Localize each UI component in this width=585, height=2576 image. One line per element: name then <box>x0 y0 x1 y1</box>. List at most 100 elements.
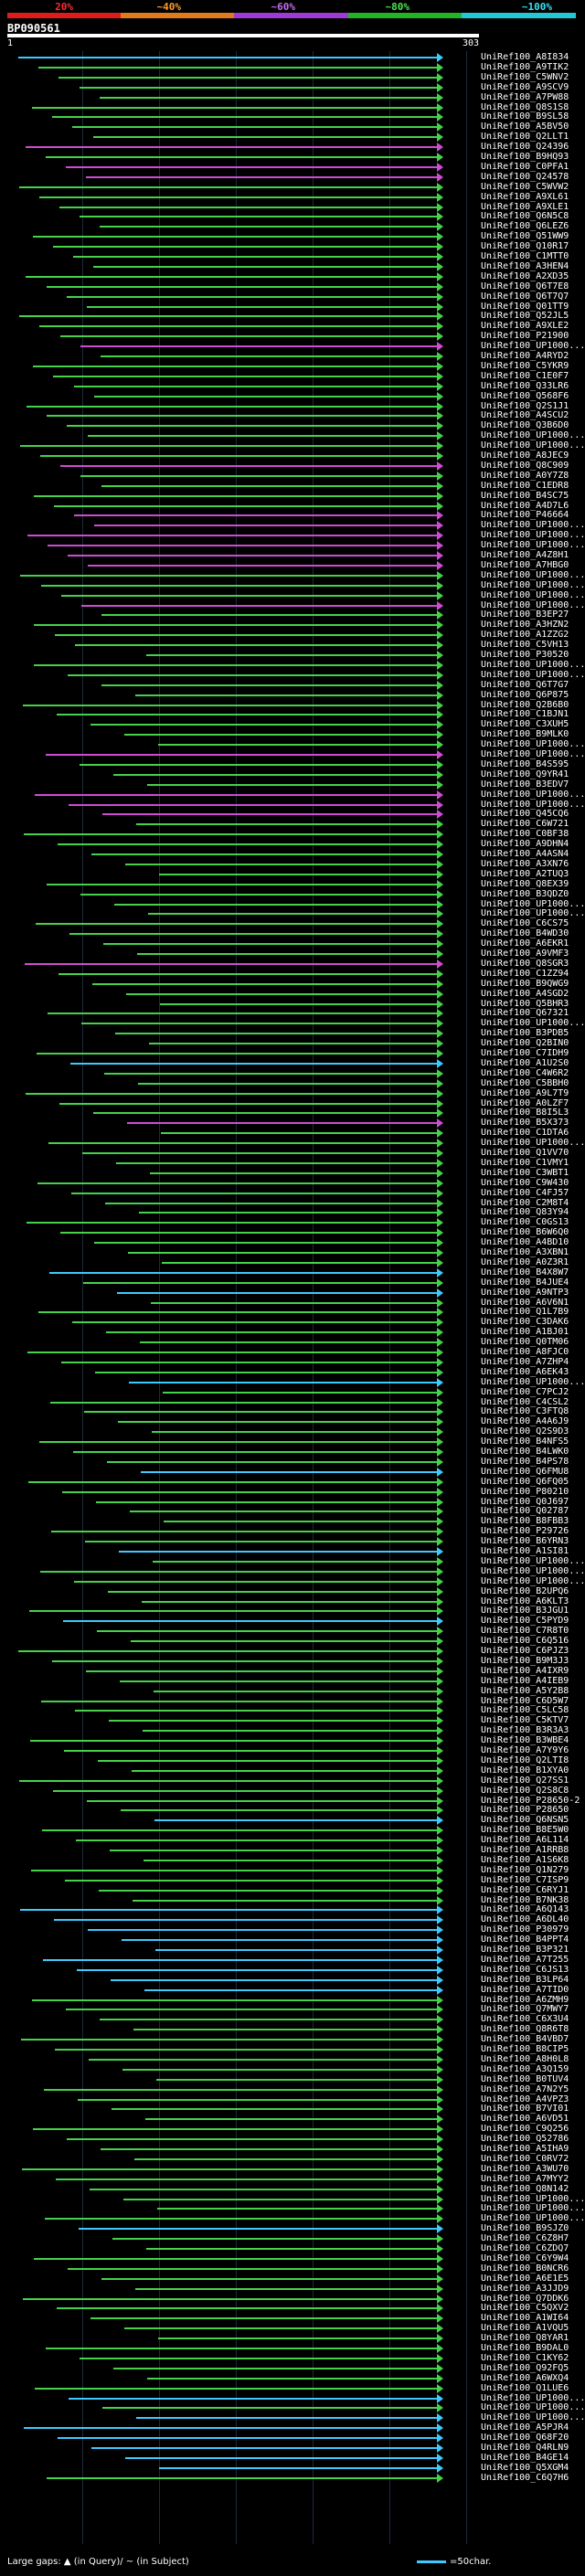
hit-label[interactable]: UniRef100_C6ZDQ7 <box>481 2243 569 2253</box>
hit-row[interactable]: UniRef100_Q6FQ05 <box>0 1476 585 1489</box>
hit-label[interactable]: UniRef100_C1DTA6 <box>481 1128 569 1139</box>
hit-label[interactable]: UniRef100_Q2LTI8 <box>481 1754 569 1765</box>
hit-label[interactable]: UniRef100_Q8EX39 <box>481 878 569 889</box>
hit-label[interactable]: UniRef100_UP1000... <box>481 1138 585 1149</box>
hit-row[interactable]: UniRef100_UP1000... <box>0 1555 585 1568</box>
hit-row[interactable]: UniRef100_B8FBB3 <box>0 1515 585 1528</box>
hit-row[interactable]: UniRef100_Q1VV70 <box>0 1147 585 1160</box>
hit-label[interactable]: UniRef100_UP1000... <box>481 2392 585 2403</box>
hit-row[interactable]: UniRef100_A0Z3R1 <box>0 1256 585 1269</box>
hit-row[interactable]: UniRef100_C6Z8H7 <box>0 2232 585 2245</box>
hit-row[interactable]: UniRef100_Q2S8C8 <box>0 1785 585 1797</box>
hit-row[interactable]: UniRef100_C6CS75 <box>0 917 585 930</box>
hit-row[interactable]: UniRef100_A6E1E5 <box>0 2273 585 2285</box>
hit-row[interactable]: UniRef100_Q92FQ5 <box>0 2362 585 2375</box>
hit-label[interactable]: UniRef100_C7PCJ2 <box>481 1386 569 1397</box>
hit-label[interactable]: UniRef100_B8FBB3 <box>481 1516 569 1527</box>
hit-label[interactable]: UniRef100_B4GE14 <box>481 2452 569 2463</box>
hit-row[interactable]: UniRef100_A9NTP3 <box>0 1287 585 1299</box>
hit-label[interactable]: UniRef100_A6L114 <box>481 1835 569 1846</box>
hit-row[interactable]: UniRef100_A9SCV9 <box>0 81 585 94</box>
hit-label[interactable]: UniRef100_P29726 <box>481 1526 569 1537</box>
hit-row[interactable]: UniRef100_C5KTV7 <box>0 1714 585 1727</box>
hit-label[interactable]: UniRef100_UP1000... <box>481 1018 585 1029</box>
hit-label[interactable]: UniRef100_B4PPT4 <box>481 1935 569 1945</box>
hit-row[interactable]: UniRef100_Q83Y94 <box>0 1206 585 1219</box>
hit-label[interactable]: UniRef100_A7MYY2 <box>481 2173 569 2184</box>
hit-label[interactable]: UniRef100_Q2B6B0 <box>481 699 569 710</box>
hit-row[interactable]: UniRef100_UP1000... <box>0 2412 585 2424</box>
hit-label[interactable]: UniRef100_Q67321 <box>481 1008 569 1019</box>
hit-label[interactable]: UniRef100_UP1000... <box>481 569 585 580</box>
hit-label[interactable]: UniRef100_UP1000... <box>481 2213 585 2224</box>
hit-row[interactable]: UniRef100_B4NFS5 <box>0 1436 585 1448</box>
hit-row[interactable]: UniRef100_B3R3A3 <box>0 1724 585 1737</box>
hit-row[interactable]: UniRef100_B4X8W7 <box>0 1267 585 1279</box>
hit-row[interactable]: UniRef100_B6YRN3 <box>0 1535 585 1548</box>
hit-row[interactable]: UniRef100_C2M8T4 <box>0 1197 585 1210</box>
hit-row[interactable]: UniRef100_C4FJ57 <box>0 1187 585 1200</box>
hit-label[interactable]: UniRef100_UP1000... <box>481 2203 585 2214</box>
hit-label[interactable]: UniRef100_UP1000... <box>481 799 585 810</box>
hit-row[interactable]: UniRef100_A4BD10 <box>0 1236 585 1249</box>
hit-label[interactable]: UniRef100_C6D5W7 <box>481 1695 569 1706</box>
hit-row[interactable]: UniRef100_A6V6N1 <box>0 1297 585 1309</box>
hit-label[interactable]: UniRef100_C1EDR8 <box>481 480 569 491</box>
hit-label[interactable]: UniRef100_A6KLT3 <box>481 1595 569 1606</box>
hit-label[interactable]: UniRef100_Q6T7E8 <box>481 281 569 292</box>
hit-label[interactable]: UniRef100_C6Y9W4 <box>481 2253 569 2263</box>
hit-row[interactable]: UniRef100_A1BJ01 <box>0 1326 585 1339</box>
hit-label[interactable]: UniRef100_A8JEC9 <box>481 451 569 461</box>
hit-label[interactable]: UniRef100_UP1000... <box>481 540 585 551</box>
hit-row[interactable]: UniRef100_Q01TT9 <box>0 301 585 313</box>
hit-row[interactable]: UniRef100_A1WI64 <box>0 2312 585 2325</box>
hit-label[interactable]: UniRef100_B9SL58 <box>481 111 569 122</box>
hit-row[interactable]: UniRef100_A7PW88 <box>0 91 585 104</box>
hit-label[interactable]: UniRef100_Q8YAR1 <box>481 2333 569 2344</box>
hit-row[interactable]: UniRef100_Q6T7G7 <box>0 679 585 692</box>
hit-row[interactable]: UniRef100_P30520 <box>0 649 585 662</box>
hit-row[interactable]: UniRef100_C0RV72 <box>0 2153 585 2166</box>
hit-label[interactable]: UniRef100_C0RV72 <box>481 2153 569 2164</box>
hit-label[interactable]: UniRef100_Q27SS1 <box>481 1775 569 1786</box>
hit-label[interactable]: UniRef100_UP1000... <box>481 2402 585 2413</box>
hit-row[interactable]: UniRef100_P80210 <box>0 1486 585 1499</box>
hit-label[interactable]: UniRef100_Q5XGM4 <box>481 2462 569 2473</box>
hit-label[interactable]: UniRef100_B9SJZ0 <box>481 2223 569 2234</box>
hit-row[interactable]: UniRef100_C9W430 <box>0 1177 585 1190</box>
hit-row[interactable]: UniRef100_C1DTA6 <box>0 1127 585 1140</box>
hit-row[interactable]: UniRef100_A8FJC0 <box>0 1346 585 1359</box>
hit-label[interactable]: UniRef100_A1VQU5 <box>481 2323 569 2334</box>
hit-label[interactable]: UniRef100_Q1VV70 <box>481 1148 569 1158</box>
hit-label[interactable]: UniRef100_B9MLK0 <box>481 729 569 740</box>
hit-label[interactable]: UniRef100_A4SCU2 <box>481 410 569 421</box>
hit-row[interactable]: UniRef100_B9QWG9 <box>0 978 585 991</box>
hit-row[interactable]: UniRef100_A8H0L8 <box>0 2053 585 2066</box>
hit-label[interactable]: UniRef100_Q1L7B9 <box>481 1307 569 1318</box>
hit-row[interactable]: UniRef100_Q2S9D3 <box>0 1426 585 1438</box>
hit-label[interactable]: UniRef100_A9DHN4 <box>481 839 569 850</box>
hit-row[interactable]: UniRef100_A3XBN1 <box>0 1246 585 1259</box>
hit-row[interactable]: UniRef100_C0GS13 <box>0 1216 585 1229</box>
hit-label[interactable]: UniRef100_C7ISP9 <box>481 1874 569 1885</box>
hit-label[interactable]: UniRef100_B4WD30 <box>481 928 569 939</box>
hit-label[interactable]: UniRef100_C6RYJ1 <box>481 1884 569 1895</box>
hit-row[interactable]: UniRef100_B3WBE4 <box>0 1734 585 1747</box>
hit-row[interactable]: UniRef100_UP1000... <box>0 1137 585 1150</box>
hit-row[interactable]: UniRef100_C1KY62 <box>0 2352 585 2365</box>
hit-row[interactable]: UniRef100_A1VQU5 <box>0 2322 585 2335</box>
hit-row[interactable]: UniRef100_A6DL40 <box>0 1913 585 1926</box>
hit-label[interactable]: UniRef100_Q02787 <box>481 1506 569 1517</box>
hit-label[interactable]: UniRef100_C4FJ57 <box>481 1187 569 1198</box>
hit-row[interactable]: UniRef100_C6JS13 <box>0 1964 585 1977</box>
hit-label[interactable]: UniRef100_Q01TT9 <box>481 301 569 312</box>
hit-label[interactable]: UniRef100_A1S6K8 <box>481 1854 569 1865</box>
hit-row[interactable]: UniRef100_B9MLK0 <box>0 728 585 741</box>
hit-row[interactable]: UniRef100_Q3B6D0 <box>0 419 585 432</box>
hit-label[interactable]: UniRef100_P80210 <box>481 1486 569 1497</box>
hit-label[interactable]: UniRef100_C5YKR9 <box>481 360 569 371</box>
hit-row[interactable]: UniRef100_A7TID0 <box>0 1984 585 1997</box>
hit-row[interactable]: UniRef100_B5X373 <box>0 1117 585 1129</box>
hit-row[interactable]: UniRef100_C6ZDQ7 <box>0 2242 585 2255</box>
hit-label[interactable]: UniRef100_Q8N142 <box>481 2183 569 2194</box>
